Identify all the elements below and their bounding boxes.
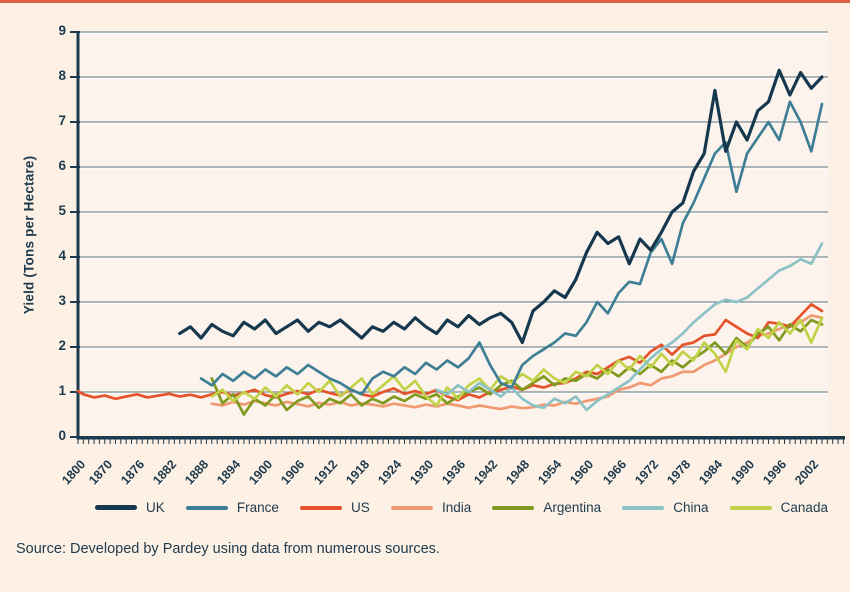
x-tick-label: 1960	[567, 457, 597, 488]
y-tick-label: 8	[58, 68, 66, 83]
x-tick-label: 1900	[246, 457, 276, 488]
x-tick-label: 1888	[182, 457, 212, 488]
x-tick-label: 1972	[631, 457, 661, 488]
series-line-france	[199, 100, 824, 396]
legend-swatch	[729, 505, 772, 510]
y-tick-label: 0	[58, 428, 66, 443]
legend-item-india: India	[390, 500, 472, 515]
series-line-argentina	[210, 318, 824, 416]
chart-legend: UK France US India Argentina China Canada	[95, 500, 828, 515]
x-tick-label: 1984	[696, 457, 726, 488]
legend-label: China	[673, 500, 709, 515]
x-tick-label: 1990	[728, 457, 758, 488]
legend-swatch	[185, 505, 228, 510]
legend-item-uk: UK	[95, 500, 165, 515]
series-line-us	[76, 302, 824, 402]
y-tick-label: 9	[58, 23, 66, 38]
legend-item-canada: Canada	[729, 500, 828, 515]
x-tick-label: 1894	[214, 457, 244, 488]
legend-label: UK	[146, 500, 165, 515]
legend-item-france: France	[185, 500, 279, 515]
legend-swatch	[95, 505, 137, 510]
y-tick-label: 1	[58, 383, 66, 398]
legend-item-china: China	[622, 500, 709, 515]
x-tick-label: 1966	[599, 457, 629, 488]
y-tick-label: 5	[58, 203, 66, 218]
x-tick-label: 1996	[760, 457, 790, 488]
x-tick-label: 1876	[118, 457, 148, 488]
plot-background	[78, 32, 828, 437]
source-note: Source: Developed by Pardey using data f…	[16, 541, 440, 557]
x-tick-label: 1942	[471, 457, 501, 488]
legend-label: US	[351, 500, 370, 515]
legend-swatch	[622, 505, 665, 510]
y-tick-label: 6	[58, 158, 66, 173]
x-tick-label: 1918	[342, 457, 372, 488]
legend-label: Canada	[780, 500, 828, 515]
legend-swatch	[390, 505, 433, 510]
x-tick-label: 1870	[85, 457, 115, 488]
y-tick-label: 4	[58, 248, 66, 263]
x-tick-label: 1930	[407, 457, 437, 488]
legend-swatch	[492, 505, 535, 510]
x-tick-label: 1978	[664, 457, 694, 488]
series-line-india	[210, 314, 824, 411]
legend-item-argentina: Argentina	[492, 500, 601, 515]
x-tick-label: 1936	[439, 457, 469, 488]
x-tick-label: 1882	[150, 457, 180, 488]
y-tick-label: 3	[58, 293, 66, 308]
series-line-uk	[178, 68, 824, 345]
series-line-china	[435, 242, 824, 412]
x-tick-label: 1800	[59, 457, 89, 488]
x-tick-label: 1954	[535, 457, 565, 488]
y-tick-label: 2	[58, 338, 66, 353]
legend-item-us: US	[300, 500, 370, 515]
y-axis-title: Yield (Tons per Hectare)	[21, 155, 37, 315]
legend-label: India	[441, 500, 472, 515]
legend-label: France	[236, 500, 279, 515]
x-tick-label: 2002	[792, 457, 822, 488]
x-tick-label: 1948	[503, 457, 533, 488]
x-tick-label: 1924	[374, 457, 404, 488]
legend-label: Argentina	[543, 500, 602, 515]
x-tick-label: 1906	[278, 457, 308, 488]
y-tick-label: 7	[58, 113, 66, 128]
top-border-strip	[0, 0, 850, 3]
x-tick-label: 1912	[310, 457, 340, 488]
x-axis-tick-labels: 1800 1870 1876 1882 1888 1894 1900 1906 1912 1918…	[0, 447, 850, 497]
plot-area	[70, 31, 845, 444]
legend-swatch	[300, 505, 343, 510]
